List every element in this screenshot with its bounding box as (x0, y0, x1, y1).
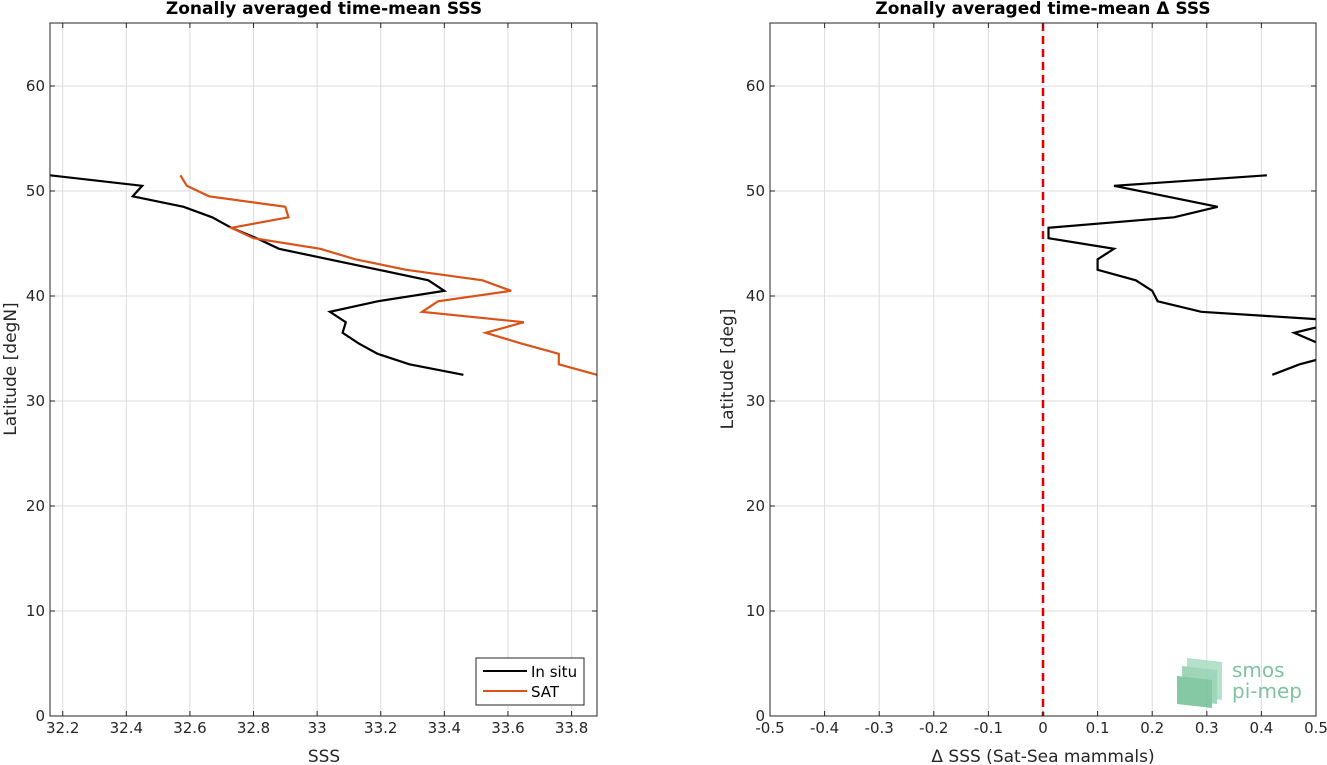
right-plot: Zonally averaged time-mean Δ SSS -0.5 -0.… (718, 0, 1327, 765)
series-line-delta-sss-segment-0 (1047, 174, 1317, 321)
right-plot-x-label: Δ SSS (Sat-Sea mammals) (931, 747, 1154, 765)
y-tick-label: 20 (746, 497, 765, 515)
y-tick-label: 30 (746, 392, 765, 410)
y-tick-label: 10 (26, 602, 45, 620)
x-tick-label: 33.6 (491, 719, 524, 737)
left-plot-lines (49, 174, 598, 376)
x-tick-label: 33.4 (428, 719, 461, 737)
right-plot-x-ticks: -0.5 -0.4 -0.3 -0.2 -0.1 0 0.1 0.2 0.3 0.4 0.5 (755, 23, 1327, 737)
right-plot-grid (769, 23, 1317, 717)
x-tick-label: -0.4 (810, 719, 839, 737)
left-plot-grid (50, 23, 597, 717)
y-tick-label: 10 (746, 602, 765, 620)
logo-text-smos: smos (1232, 658, 1285, 682)
left-plot-y-ticks: 0 10 20 30 40 50 60 (26, 77, 597, 725)
series-line-delta-sss-segment-1 (1290, 326, 1317, 344)
y-tick-label: 50 (746, 182, 765, 200)
y-tick-label: 0 (755, 707, 765, 725)
y-tick-label: 40 (746, 287, 765, 305)
logo-text-pi-mep: pi-mep (1232, 679, 1302, 703)
y-tick-label: 60 (746, 77, 765, 95)
x-tick-label: 32.4 (110, 719, 143, 737)
x-tick-label: 0.3 (1195, 719, 1219, 737)
x-tick-label: 33.2 (364, 719, 397, 737)
legend-box (475, 657, 585, 706)
left-plot-y-label: Latitude [degN] (1, 302, 21, 435)
smos-pi-mep-logo: smos pi-mep (1177, 658, 1302, 708)
right-plot-title: Zonally averaged time-mean Δ SSS (875, 0, 1210, 19)
y-tick-label: 60 (26, 77, 45, 95)
y-tick-label: 20 (26, 497, 45, 515)
x-tick-label: 32.6 (173, 719, 206, 737)
left-plot-axes-box (49, 22, 598, 717)
x-tick-label: 0.5 (1304, 719, 1327, 737)
left-plot-x-ticks: 32.2 32.4 32.6 32.8 33 33.2 33.4 33.6 33.8 (46, 23, 588, 737)
series-line-sat (179, 174, 598, 376)
x-tick-label: 0.1 (1086, 719, 1110, 737)
x-tick-label: 0.4 (1249, 719, 1273, 737)
y-tick-label: 50 (26, 182, 45, 200)
logo-wave-icon (1177, 658, 1222, 708)
legend-label-sat: SAT (531, 683, 560, 701)
left-plot: Zonally averaged time-mean SSS 32.2 32.4 3… (1, 0, 598, 765)
x-tick-label: -0.1 (974, 719, 1003, 737)
y-tick-label: 40 (26, 287, 45, 305)
x-tick-label: 33 (308, 719, 327, 737)
legend: In situ SAT (475, 657, 585, 706)
x-tick-label: 0 (1038, 719, 1048, 737)
left-plot-title: Zonally averaged time-mean SSS (166, 0, 482, 19)
right-plot-y-ticks: 0 10 20 30 40 50 60 (746, 77, 1316, 725)
y-tick-label: 0 (35, 707, 45, 725)
x-tick-label: -0.2 (919, 719, 948, 737)
x-tick-label: -0.5 (755, 719, 784, 737)
series-line-delta-sss-segment-2 (1271, 358, 1317, 376)
left-plot-x-label: SSS (308, 747, 340, 765)
x-tick-label: 32.8 (237, 719, 270, 737)
right-plot-lines (1047, 174, 1317, 376)
y-tick-label: 30 (26, 392, 45, 410)
legend-label-in-situ: In situ (531, 663, 577, 681)
right-plot-y-label: Latitude [deg] (718, 309, 738, 430)
x-tick-label: -0.3 (865, 719, 894, 737)
x-tick-label: 33.8 (555, 719, 588, 737)
x-tick-label: 0.2 (1140, 719, 1164, 737)
series-line-in-situ (49, 174, 464, 376)
x-tick-label: 32.2 (46, 719, 79, 737)
